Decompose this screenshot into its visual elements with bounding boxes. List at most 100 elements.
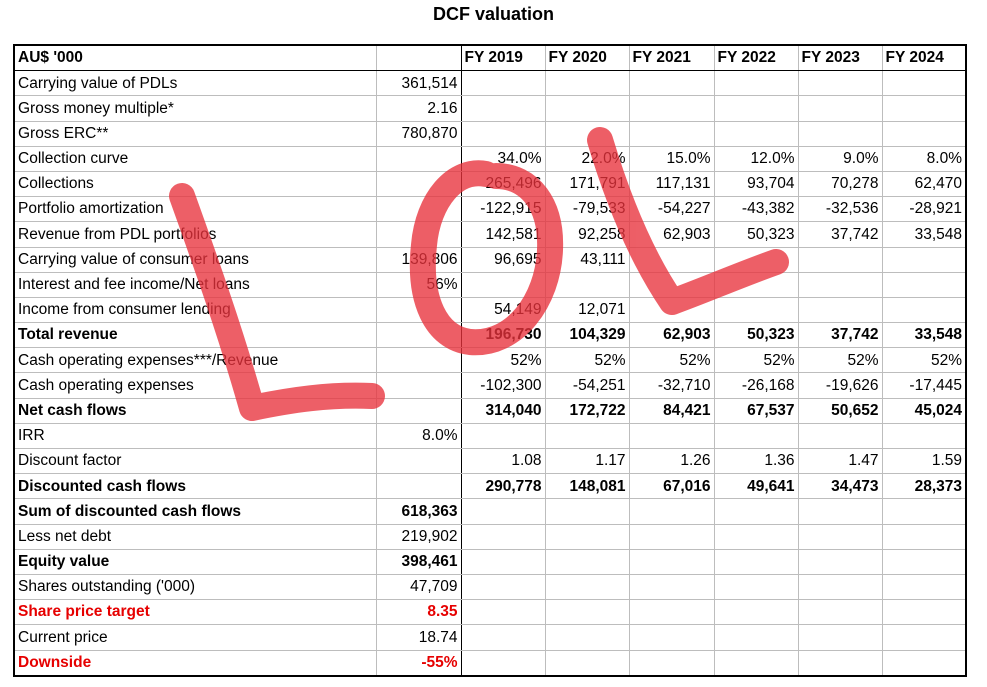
year-cell xyxy=(628,120,715,147)
row-value: 398,461 xyxy=(375,548,462,575)
year-cell: 33,548 xyxy=(881,322,967,349)
year-cell: -43,382 xyxy=(713,196,799,223)
year-cell xyxy=(881,523,967,550)
year-cell xyxy=(460,624,546,651)
year-cell xyxy=(797,422,883,450)
year-cell xyxy=(881,548,967,575)
table-row: Less net debt 219,902 xyxy=(13,523,967,550)
year-cell: 52% xyxy=(797,347,883,374)
table-row: Income from consumer lending 54,149 12,071 xyxy=(13,296,967,324)
year-cell: -54,251 xyxy=(544,372,630,399)
year-cell xyxy=(881,95,967,122)
table-row: Carrying value of PDLs 361,514 xyxy=(13,70,967,97)
year-cell xyxy=(797,649,883,677)
year-cell: 62,903 xyxy=(628,221,715,248)
year-cell: 171,791 xyxy=(544,170,630,198)
year-cell: 290,778 xyxy=(460,473,546,500)
table-row: Revenue from PDL portfolios 142,581 92,258… xyxy=(13,221,967,248)
year-cell: 104,329 xyxy=(544,322,630,349)
unit-label: AU$ '000 xyxy=(13,44,377,72)
table-row: Equity value 398,461 xyxy=(13,548,967,575)
year-cell: 93,704 xyxy=(713,170,799,198)
table-row: Discount factor 1.08 1.17 1.26 1.36 1.47 1.59 xyxy=(13,447,967,475)
year-cell xyxy=(713,95,799,122)
year-cell: -79,533 xyxy=(544,196,630,223)
year-cell xyxy=(797,246,883,273)
year-cell xyxy=(797,70,883,97)
year-cell xyxy=(881,246,967,273)
table-row: Sum of discounted cash flows 618,363 xyxy=(13,498,967,525)
year-cell: 62,470 xyxy=(881,170,967,198)
row-label: Gross ERC** xyxy=(13,120,377,147)
year-cell: 62,903 xyxy=(628,322,715,349)
year-cell xyxy=(544,599,630,626)
table-row: Net cash flows 314,040 172,722 84,421 67,537… xyxy=(13,397,967,424)
year-cell xyxy=(544,498,630,525)
year-cell xyxy=(713,548,799,575)
year-cell xyxy=(713,498,799,525)
year-cell xyxy=(544,120,630,147)
year-cell: 50,323 xyxy=(713,221,799,248)
year-cell xyxy=(881,649,967,677)
row-label: Total revenue xyxy=(13,322,377,349)
year-cell: 52% xyxy=(881,347,967,374)
table-row: Carrying value of consumer loans 139,806 9… xyxy=(13,246,967,273)
year-cell: 22.0% xyxy=(544,145,630,172)
year-cell: 172,722 xyxy=(544,397,630,424)
year-cell xyxy=(797,498,883,525)
row-value xyxy=(375,145,462,172)
row-value: 618,363 xyxy=(375,498,462,525)
year-cell xyxy=(881,70,967,97)
year-cell: -54,227 xyxy=(628,196,715,223)
table-row: Total revenue 196,730 104,329 62,903 50,323 3… xyxy=(13,322,967,349)
year-cell xyxy=(713,624,799,651)
year-cell xyxy=(544,422,630,450)
row-label: Collection curve xyxy=(13,145,377,172)
row-value: 56% xyxy=(375,271,462,298)
year-cell xyxy=(713,523,799,550)
year-cell: 43,111 xyxy=(544,246,630,273)
row-label: Carrying value of PDLs xyxy=(13,70,377,97)
year-cell: 37,742 xyxy=(797,221,883,248)
year-cell: 67,016 xyxy=(628,473,715,500)
year-cell: 12,071 xyxy=(544,296,630,324)
year-cell: 1.36 xyxy=(713,447,799,475)
row-label: Cash operating expenses***/Revenue xyxy=(13,347,377,374)
year-cell xyxy=(797,120,883,147)
year-cell xyxy=(881,573,967,601)
year-cell xyxy=(797,624,883,651)
row-value: 8.35 xyxy=(375,599,462,626)
year-cell: -26,168 xyxy=(713,372,799,399)
year-cell: 67,537 xyxy=(713,397,799,424)
year-cell: 1.26 xyxy=(628,447,715,475)
year-cell xyxy=(544,649,630,677)
row-value: 47,709 xyxy=(375,573,462,601)
year-cell xyxy=(713,573,799,601)
year-cell: 92,258 xyxy=(544,221,630,248)
table-row: Portfolio amortization -122,915 -79,533 -54… xyxy=(13,196,967,223)
year-cell: 37,742 xyxy=(797,322,883,349)
year-cell xyxy=(713,271,799,298)
row-value xyxy=(375,447,462,475)
year-cell: 52% xyxy=(628,347,715,374)
year-cell xyxy=(713,246,799,273)
year-cell: 1.47 xyxy=(797,447,883,475)
year-cell xyxy=(544,523,630,550)
row-label: Equity value xyxy=(13,548,377,575)
row-value: -55% xyxy=(375,649,462,677)
row-label: Revenue from PDL portfolios xyxy=(13,221,377,248)
year-cell xyxy=(797,548,883,575)
year-cell: -102,300 xyxy=(460,372,546,399)
table-row: Current price 18.74 xyxy=(13,624,967,651)
year-cell xyxy=(460,95,546,122)
year-cell xyxy=(797,523,883,550)
year-header: FY 2024 xyxy=(881,44,967,72)
year-cell xyxy=(460,548,546,575)
row-label: Shares outstanding ('000) xyxy=(13,573,377,601)
year-cell xyxy=(713,70,799,97)
table-row: Gross ERC** 780,870 xyxy=(13,120,967,147)
header-row: AU$ '000 FY 2019 FY 2020 FY 2021 FY 2022… xyxy=(13,44,967,72)
row-value xyxy=(375,473,462,500)
year-cell: 52% xyxy=(544,347,630,374)
row-value xyxy=(375,170,462,198)
